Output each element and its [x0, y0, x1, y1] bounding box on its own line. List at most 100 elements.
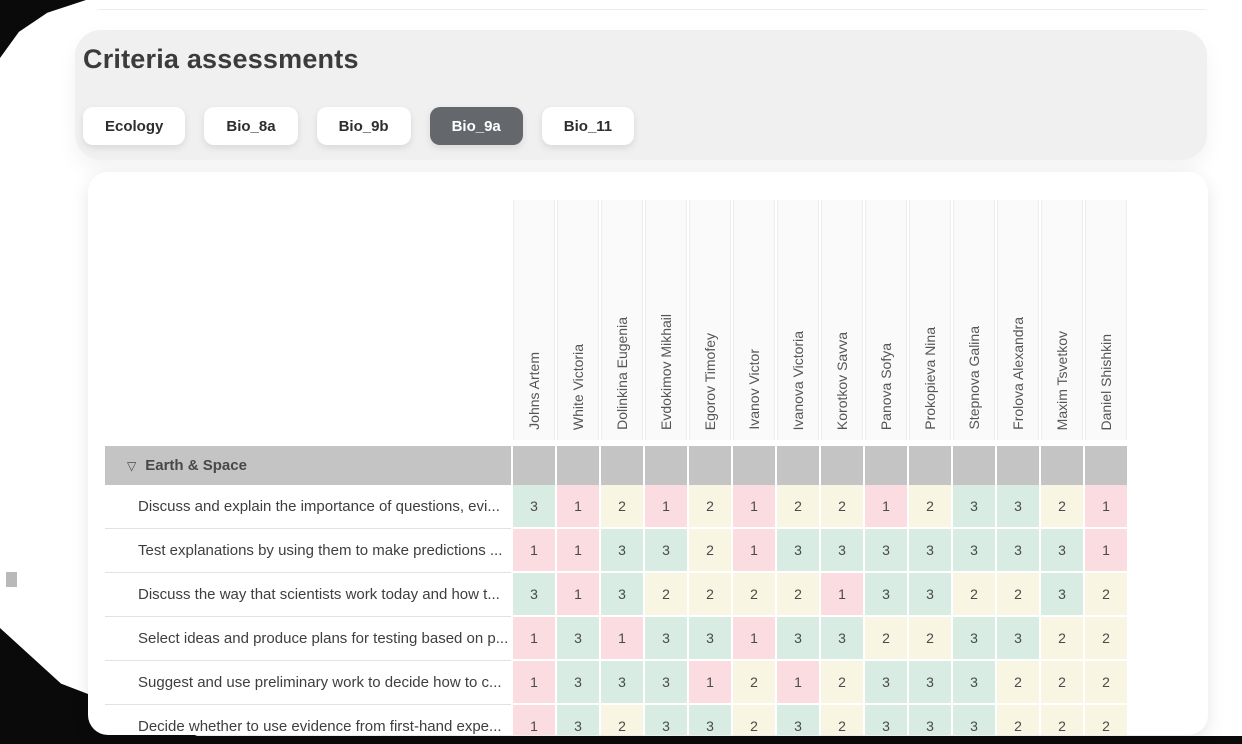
score-cell[interactable]: 1 — [511, 661, 555, 705]
score-cell[interactable]: 3 — [1039, 573, 1083, 617]
score-cell[interactable]: 3 — [863, 573, 907, 617]
section-cell — [1083, 446, 1127, 485]
score-cell[interactable]: 2 — [819, 661, 863, 705]
score-cell[interactable]: 2 — [995, 705, 1039, 735]
tab-bio_8a[interactable]: Bio_8a — [204, 107, 298, 145]
score-cell[interactable]: 2 — [687, 485, 731, 529]
score-cell[interactable]: 1 — [555, 529, 599, 573]
score-cell[interactable]: 3 — [863, 705, 907, 735]
score-cell[interactable]: 3 — [775, 529, 819, 573]
score-cell[interactable]: 3 — [819, 529, 863, 573]
score-cell[interactable]: 1 — [1083, 529, 1127, 573]
score-cell[interactable]: 1 — [643, 485, 687, 529]
score-cell[interactable]: 2 — [995, 573, 1039, 617]
student-name: Maxim Tsvetkov — [1054, 330, 1070, 430]
score-cell[interactable]: 1 — [731, 485, 775, 529]
tab-bio_9a[interactable]: Bio_9a — [429, 107, 523, 145]
score-cell[interactable]: 3 — [1039, 529, 1083, 573]
section-header[interactable]: ▽ Earth & Space — [105, 446, 511, 485]
score-cell[interactable]: 2 — [731, 661, 775, 705]
score-cell[interactable]: 3 — [555, 661, 599, 705]
score-cell[interactable]: 1 — [511, 705, 555, 735]
score-cell[interactable]: 3 — [555, 617, 599, 661]
score-cell[interactable]: 1 — [555, 485, 599, 529]
score-cell[interactable]: 1 — [863, 485, 907, 529]
score-cell[interactable]: 2 — [775, 485, 819, 529]
score-cell[interactable]: 3 — [599, 529, 643, 573]
score-cell[interactable]: 3 — [687, 617, 731, 661]
score-cell[interactable]: 3 — [907, 661, 951, 705]
score-cell[interactable]: 2 — [1083, 661, 1127, 705]
score-cell[interactable]: 3 — [951, 529, 995, 573]
score-cell[interactable]: 1 — [555, 573, 599, 617]
score-cell[interactable]: 3 — [951, 617, 995, 661]
score-cell[interactable]: 3 — [907, 529, 951, 573]
score-cell[interactable]: 3 — [687, 705, 731, 735]
score-cell[interactable]: 3 — [599, 573, 643, 617]
score-cell[interactable]: 3 — [907, 705, 951, 735]
score-cell[interactable]: 2 — [731, 705, 775, 735]
score-cell[interactable]: 1 — [687, 661, 731, 705]
student-name: White Victoria — [570, 343, 586, 430]
score-cell[interactable]: 1 — [775, 661, 819, 705]
score-cell[interactable]: 2 — [1039, 485, 1083, 529]
score-cell[interactable]: 3 — [995, 529, 1039, 573]
score-cell[interactable]: 1 — [731, 529, 775, 573]
score-cell[interactable]: 3 — [995, 485, 1039, 529]
score-cell[interactable]: 3 — [951, 661, 995, 705]
score-cell[interactable]: 3 — [863, 661, 907, 705]
score-cell[interactable]: 3 — [643, 661, 687, 705]
score-cell[interactable]: 3 — [995, 617, 1039, 661]
score-cell[interactable]: 3 — [863, 529, 907, 573]
tab-ecology[interactable]: Ecology — [83, 107, 186, 145]
score-cell[interactable]: 3 — [599, 661, 643, 705]
score-cell[interactable]: 2 — [1039, 705, 1083, 735]
score-cell[interactable]: 3 — [775, 617, 819, 661]
score-cell[interactable]: 2 — [731, 573, 775, 617]
score-cell[interactable]: 3 — [643, 529, 687, 573]
score-cell[interactable]: 1 — [599, 617, 643, 661]
tab-bio_9b[interactable]: Bio_9b — [316, 107, 411, 145]
score-cell[interactable]: 2 — [907, 617, 951, 661]
score-cell[interactable]: 3 — [951, 485, 995, 529]
score-cell[interactable]: 2 — [951, 573, 995, 617]
section-cell — [951, 446, 995, 485]
criteria-label: Select ideas and produce plans for testi… — [105, 617, 511, 661]
score-cell[interactable]: 1 — [511, 529, 555, 573]
score-cell[interactable]: 2 — [599, 705, 643, 735]
score-cell[interactable]: 3 — [643, 705, 687, 735]
collapse-triangle-icon[interactable]: ▽ — [127, 458, 137, 473]
score-cell[interactable]: 2 — [819, 705, 863, 735]
score-cell[interactable]: 3 — [951, 705, 995, 735]
score-cell[interactable]: 3 — [907, 573, 951, 617]
header-spacer — [105, 200, 511, 440]
score-cell[interactable]: 3 — [643, 617, 687, 661]
score-cell[interactable]: 2 — [643, 573, 687, 617]
score-cell[interactable]: 2 — [819, 485, 863, 529]
score-cell[interactable]: 2 — [1083, 705, 1127, 735]
score-cell[interactable]: 2 — [995, 661, 1039, 705]
score-cell[interactable]: 3 — [555, 705, 599, 735]
score-cell[interactable]: 2 — [599, 485, 643, 529]
score-cell[interactable]: 3 — [775, 705, 819, 735]
score-cell[interactable]: 2 — [1083, 617, 1127, 661]
score-cell[interactable]: 2 — [1083, 573, 1127, 617]
assessment-grid[interactable]: Johns Artem White Victoria Dolinkina Eugen… — [105, 200, 1127, 735]
score-cell[interactable]: 1 — [1083, 485, 1127, 529]
score-cell[interactable]: 2 — [907, 485, 951, 529]
score-cell[interactable]: 2 — [1039, 617, 1083, 661]
score-cell[interactable]: 1 — [511, 617, 555, 661]
score-cell[interactable]: 3 — [511, 485, 555, 529]
section-cell — [995, 446, 1039, 485]
score-cell[interactable]: 2 — [1039, 661, 1083, 705]
score-cell[interactable]: 1 — [731, 617, 775, 661]
score-cell[interactable]: 3 — [511, 573, 555, 617]
criteria-label: Discuss and explain the importance of qu… — [105, 485, 511, 529]
score-cell[interactable]: 2 — [687, 573, 731, 617]
tab-bio_11[interactable]: Bio_11 — [541, 107, 635, 145]
score-cell[interactable]: 2 — [687, 529, 731, 573]
score-cell[interactable]: 2 — [775, 573, 819, 617]
score-cell[interactable]: 3 — [819, 617, 863, 661]
score-cell[interactable]: 2 — [863, 617, 907, 661]
score-cell[interactable]: 1 — [819, 573, 863, 617]
